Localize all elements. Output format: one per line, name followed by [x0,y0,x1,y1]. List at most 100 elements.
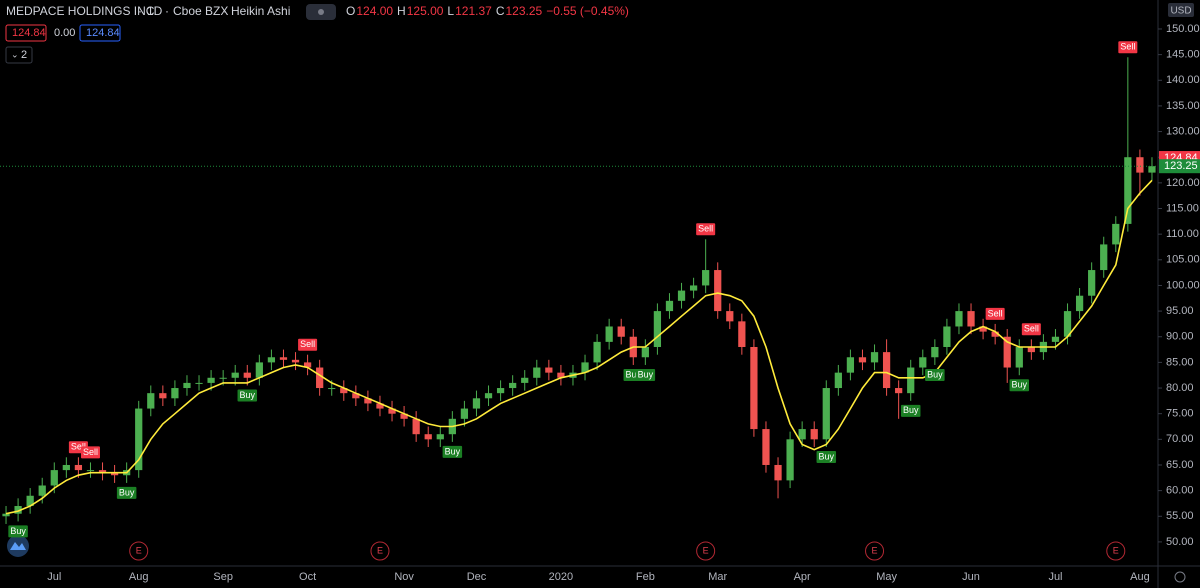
signal-box [1021,323,1041,336]
candle-body [895,388,903,394]
y-tick-label: 90.00 [1166,331,1194,343]
candle-body [1015,347,1023,368]
candle-body [521,377,529,383]
price-tag [1159,159,1200,174]
candle-body [593,341,601,363]
candle-body [303,362,312,368]
candle-body [1112,223,1120,245]
candle-body [738,321,746,348]
settings-icon[interactable] [1174,571,1186,583]
candle-body [726,311,734,322]
candle-body [328,388,336,390]
symbol: MEDPACE HOLDINGS INC [6,4,155,18]
y-tick-label: 65.00 [1166,459,1194,471]
chart-style: Heikin Ashi [231,4,290,18]
signal-label: Sell [698,224,713,234]
signal-label: Sell [71,442,86,452]
candle-body [581,362,589,373]
signal-label: Buy [819,451,835,461]
ohlc-value: 123.25 [505,4,542,18]
earnings-marker [129,541,149,561]
ohlc-key: O [346,4,355,18]
earnings-marker [865,541,885,561]
candle-body [195,382,203,384]
candle-body [1100,244,1108,271]
candle-body [364,398,372,404]
candle-body [617,326,625,337]
collapse-button[interactable] [5,46,33,64]
signal-box [8,525,28,538]
y-tick-label: 55.00 [1166,510,1194,522]
ohlc-value: 125.00 [407,4,444,18]
signal-box [237,389,258,402]
exchange: Cboe BZX [173,4,228,18]
candle-body [183,382,191,389]
separator: · [223,4,227,18]
signal-box [1118,41,1138,54]
currency-box [1168,3,1194,17]
candle-body [352,393,360,399]
signal-label: Buy [1012,380,1028,390]
signal-box [116,486,137,499]
candle-body [135,408,143,471]
candle-body [907,367,915,394]
earnings-label: E [703,545,709,555]
y-tick-label: 145.00 [1166,49,1200,61]
candle-body [846,357,855,373]
candle-body [1075,295,1084,312]
signal-box [696,223,716,236]
x-tick-label: Nov [394,571,414,583]
candle-body [991,331,999,337]
candle-body [291,359,300,363]
candle-body [786,439,794,481]
y-tick-label: 80.00 [1166,382,1194,394]
candle-body [86,470,95,472]
candle-body [496,388,505,394]
candle-body [762,429,770,465]
signal-label: Buy [903,405,919,415]
y-tick-label: 70.00 [1166,433,1194,445]
x-tick-label: Feb [636,571,655,583]
candle-body [810,429,818,440]
candle-body [316,367,324,389]
y-tick-label: 105.00 [1166,254,1200,266]
candle-body [798,429,806,440]
change: −0.55 (−0.45%) [546,4,629,18]
candle-body [376,403,384,409]
signal-label: Buy [638,369,654,379]
earnings-marker [1106,541,1126,561]
candle-body [1148,166,1156,173]
y-tick-label: 150.00 [1166,23,1200,35]
y-tick-label: 140.00 [1166,74,1200,86]
y-tick-label: 95.00 [1166,305,1194,317]
header: MEDPACE HOLDINGS INC · 1D · Cboe BZX · H… [5,4,336,64]
candle-body [858,357,867,363]
signal-label: Buy [10,526,26,536]
signal-label: Buy [927,369,943,379]
x-tick-label: Jul [1048,571,1062,583]
x-tick-label: Mar [708,571,727,583]
candle-body [677,290,686,301]
x-tick-label: May [876,571,897,583]
candle-body [436,434,444,440]
moving-average [5,179,1153,515]
candle-body [834,372,842,389]
y-tick-label: 130.00 [1166,125,1200,137]
candle-body [1124,157,1132,224]
candle-body [171,388,179,399]
indicator-value: 124.84 [86,27,120,39]
signal-box [1009,379,1030,392]
ohlc-key: H [397,4,406,18]
candle-body [689,285,698,291]
candle-body [472,398,481,409]
candle-body [665,300,674,312]
signal-box [816,451,837,464]
separator: · [165,4,169,18]
signal-label: Buy [119,487,135,497]
candle-body [545,367,553,373]
interval: 1D [147,4,163,18]
x-tick-label: Sep [213,571,233,583]
price-tag-label: 123.25 [1164,160,1198,172]
